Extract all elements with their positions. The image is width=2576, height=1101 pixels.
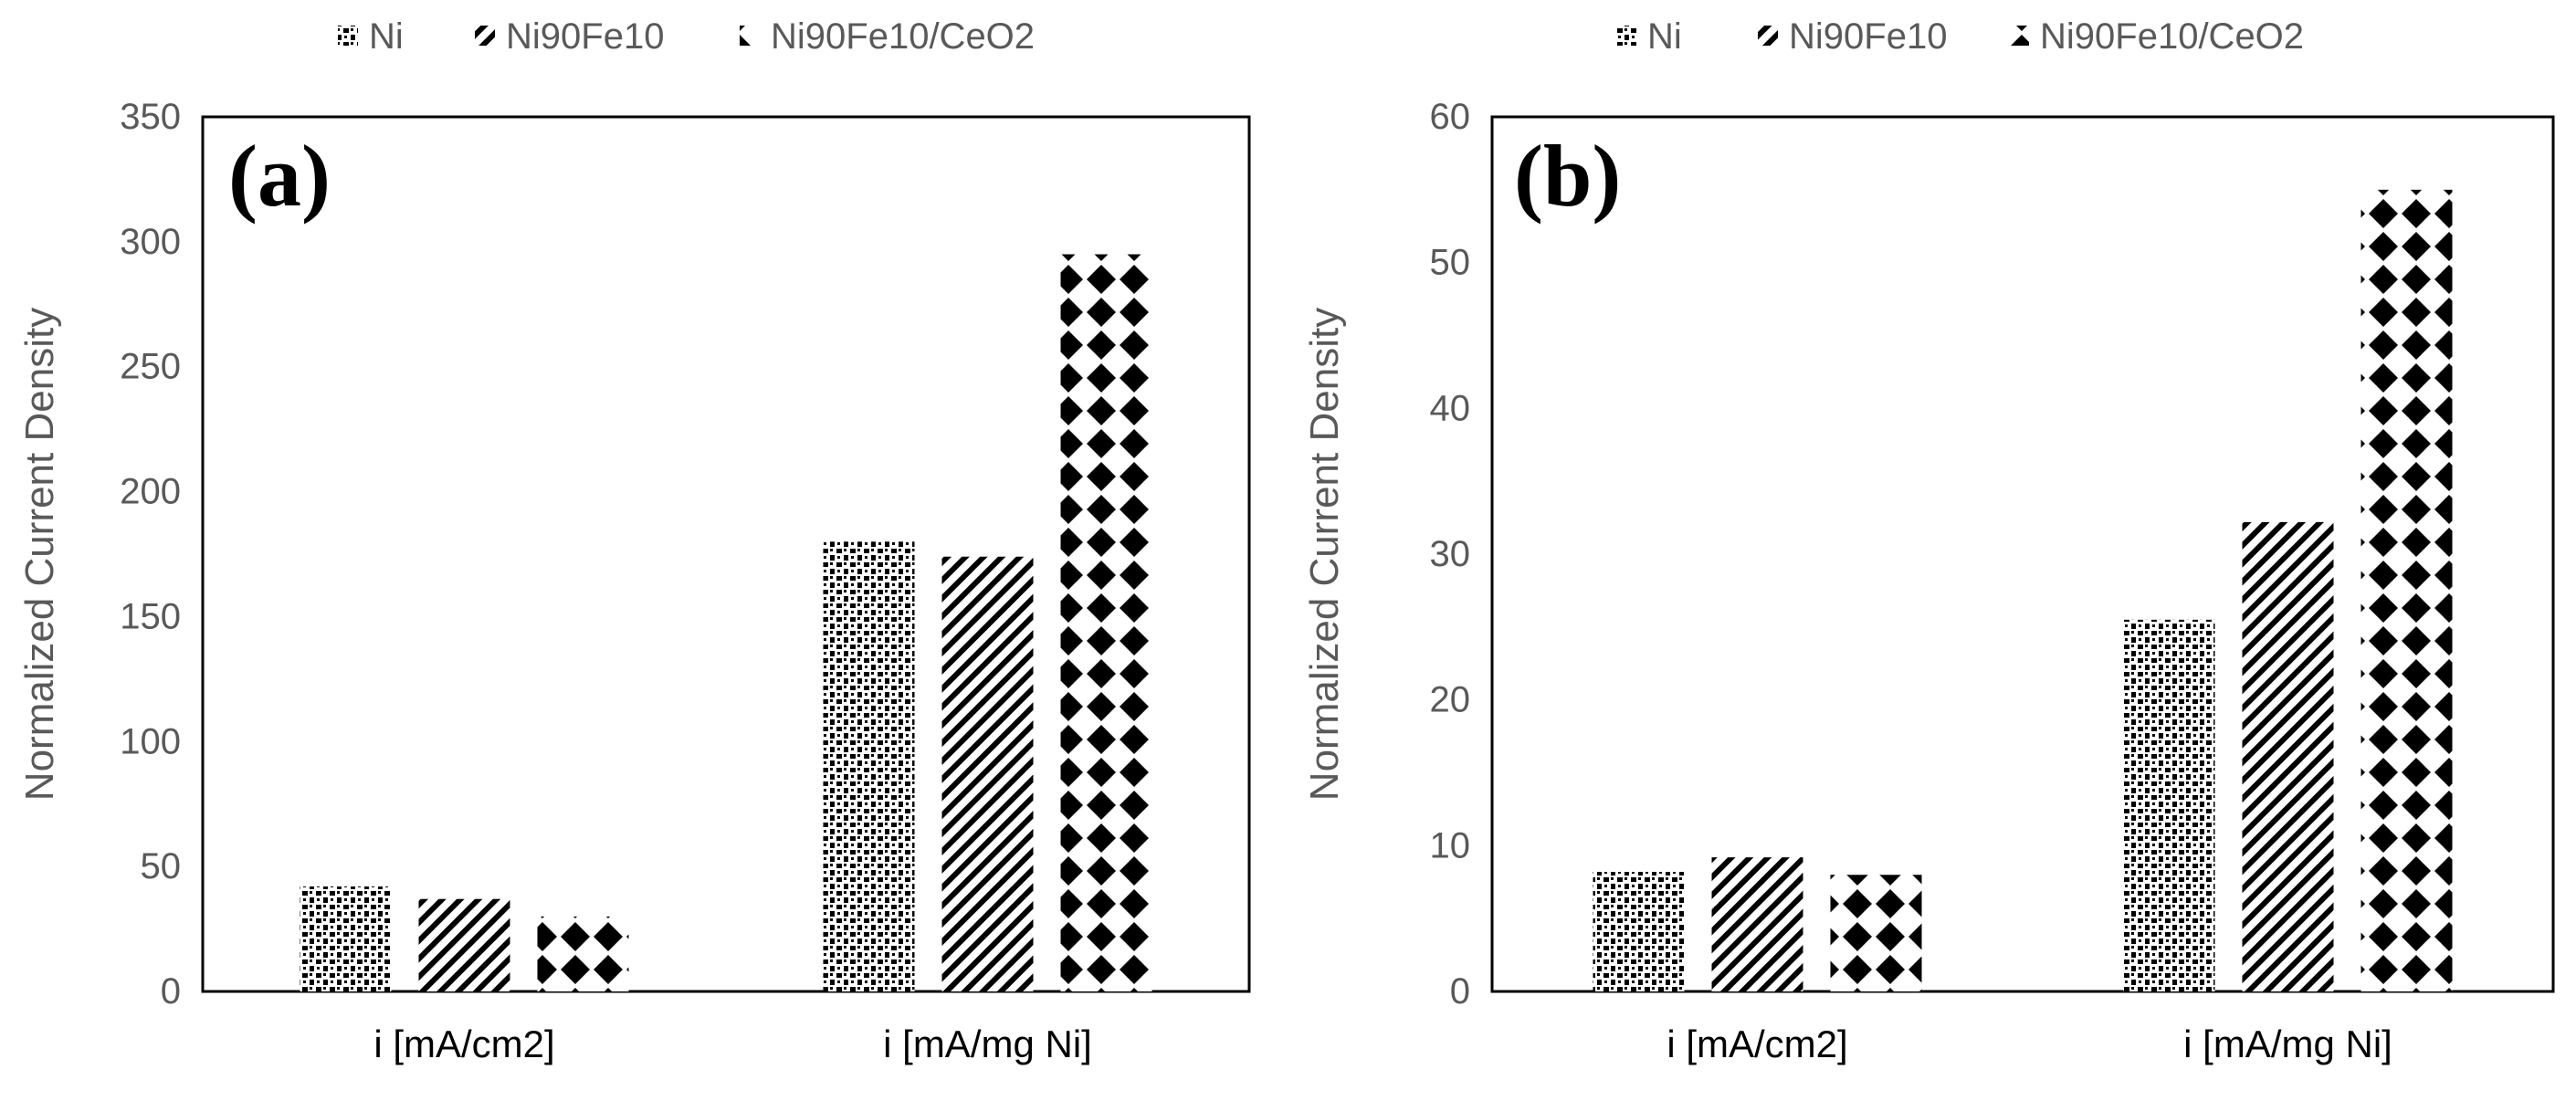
y-tick-label: 40 [1430,388,1471,428]
x-category-label: i [mA/mg Ni] [883,1022,1092,1065]
panel-label: (b) [1514,127,1621,225]
bar-diagonal-1 [2242,521,2334,991]
bar-dots-1 [823,541,915,991]
y-tick-label: 200 [120,472,181,512]
y-tick-label: 150 [120,596,181,636]
plot-area-frame [1490,115,2555,993]
x-category-label: i [mA/mg Ni] [2183,1022,2392,1065]
bar-diamond-0 [537,916,629,991]
bar-diamond-1 [2360,189,2453,992]
bar-diamond-1 [1060,254,1152,991]
plot-area-frame [201,115,1251,993]
bar-diagonal-1 [941,556,1034,991]
y-axis-label: Normalized Current Density [17,308,62,801]
y-tick-label: 100 [120,721,181,761]
y-tick-label: 250 [120,347,181,387]
bar-dots-0 [1593,872,1685,991]
y-tick-label: 20 [1430,680,1471,720]
y-tick-label: 300 [120,222,181,262]
legend-entry: Ni90Fe10/CeO2 [2040,16,2304,57]
legend-entry: Ni90Fe10/CeO2 [771,16,1035,57]
bar-diagonal-0 [418,898,510,991]
chart-panel-a: 0 50 100 150 200 250 300 350 Normalized Current … [17,16,1251,1065]
chart-panel-b: 0 10 20 30 40 50 60 Normalized Current Density (… [1302,16,2555,1065]
legend-entry: Ni [369,16,404,57]
bar-diagonal-0 [1711,857,1803,991]
bar-diamond-0 [1830,875,1922,991]
legend-entry: Ni90Fe10 [506,16,664,57]
y-tick-label: 50 [1430,243,1471,283]
bar-dots-0 [300,886,392,991]
bar-dots-1 [2123,619,2215,991]
legend-entry: Ni [1647,16,1682,57]
y-tick-label: 30 [1430,534,1471,574]
legend-swatch [1758,26,1778,46]
legend-swatch [1616,26,1636,46]
panel-label: (a) [228,127,331,225]
y-tick-label: 50 [141,846,182,886]
legend-swatch [740,26,760,46]
y-tick-label: 60 [1430,97,1471,137]
legend-swatch [338,26,358,46]
legend-swatch [475,26,495,46]
legend-entry: Ni90Fe10 [1789,16,1947,57]
y-tick-label: 10 [1430,825,1471,865]
y-tick-label: 350 [120,97,181,137]
x-category-label: i [mA/cm2] [373,1022,554,1065]
y-axis-label: Normalized Current Density [1302,308,1347,801]
legend-swatch [2009,26,2029,46]
y-tick-label: 0 [1450,971,1470,1012]
x-category-label: i [mA/cm2] [1667,1022,1847,1065]
y-tick-label: 0 [161,971,181,1012]
